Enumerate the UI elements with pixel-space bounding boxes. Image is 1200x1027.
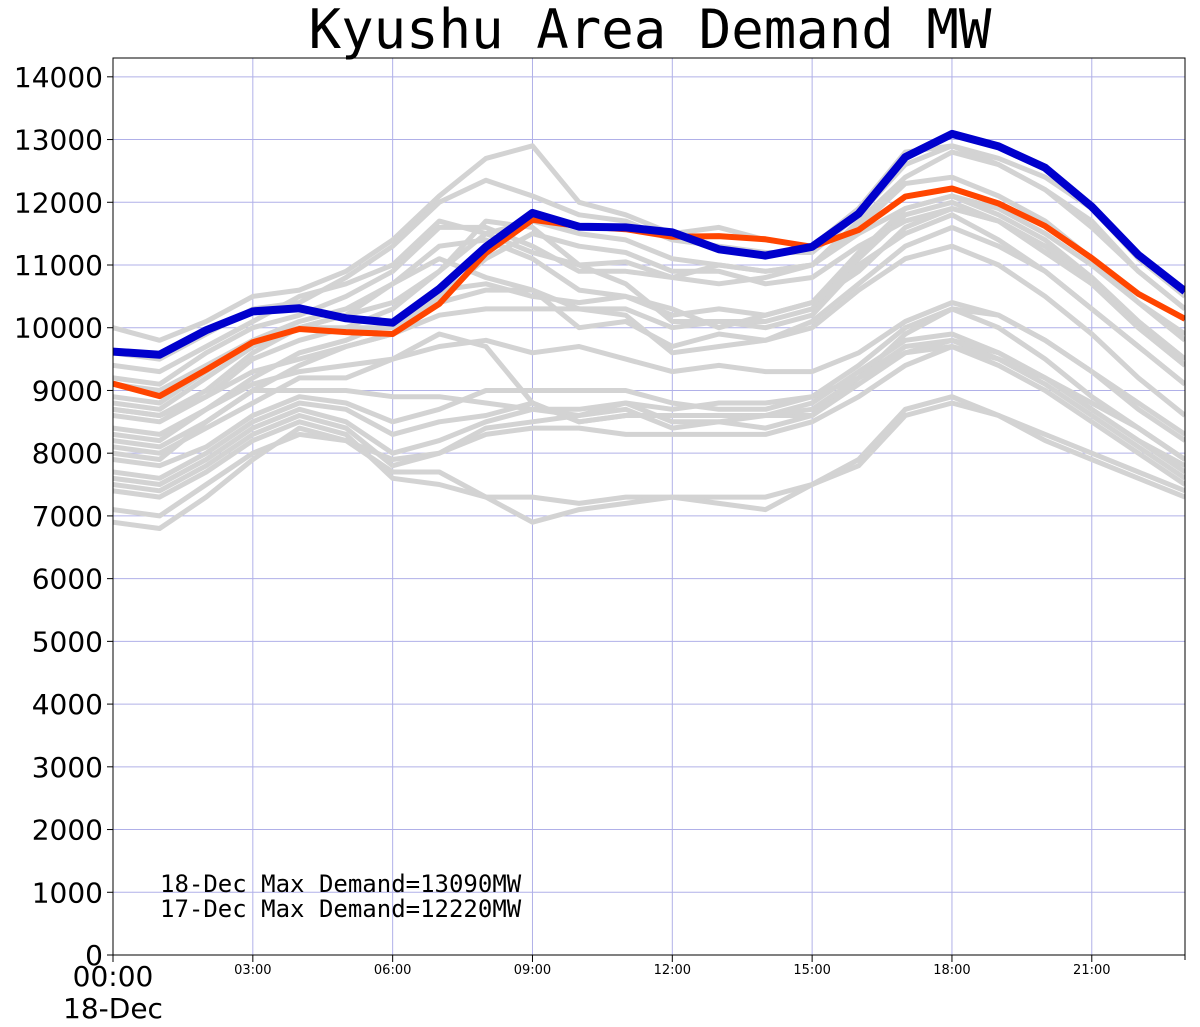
annotation-yesterday-max: 17-Dec Max Demand=12220MW bbox=[160, 895, 522, 923]
y-tick-label: 10000 bbox=[14, 312, 103, 345]
y-axis: 0 1000 2000 3000 4000 5000 6000 7000 8000 9000 100… bbox=[14, 61, 113, 972]
today-series-line bbox=[113, 129, 1185, 359]
y-tick-label: 4000 bbox=[32, 688, 103, 721]
x-tick-date-label: 18-Dec bbox=[63, 992, 163, 1025]
history-series-line bbox=[113, 344, 1185, 531]
chart-title: Kyushu Area Demand MW bbox=[309, 0, 992, 61]
history-series-line bbox=[113, 344, 1185, 494]
grid bbox=[113, 58, 1185, 956]
main-lines bbox=[113, 129, 1185, 400]
y-tick-label: 12000 bbox=[14, 186, 103, 219]
history-series-line bbox=[113, 174, 1185, 375]
history-series-line bbox=[113, 206, 1185, 418]
history-lines bbox=[113, 143, 1185, 531]
plot-frame bbox=[112, 57, 1186, 956]
y-tick-label: 1000 bbox=[32, 876, 103, 909]
y-tick-label: 2000 bbox=[32, 814, 103, 847]
annotation-today-max: 18-Dec Max Demand=13090MW bbox=[160, 870, 522, 898]
x-tick-label: 12:00 bbox=[654, 963, 691, 978]
history-series-line bbox=[113, 300, 1185, 437]
history-series-line bbox=[113, 212, 1185, 425]
x-tick-label: 03:00 bbox=[234, 963, 271, 978]
y-tick-label: 7000 bbox=[32, 500, 103, 533]
x-tick-label: 09:00 bbox=[514, 963, 551, 978]
y-tick-label: 13000 bbox=[14, 124, 103, 157]
history-series-line bbox=[113, 243, 1185, 462]
x-tick-label: 06:00 bbox=[374, 963, 411, 978]
history-series-line bbox=[113, 143, 1185, 343]
y-tick-label: 5000 bbox=[32, 625, 103, 658]
history-series-line bbox=[113, 149, 1185, 387]
y-tick-label: 9000 bbox=[32, 374, 103, 407]
history-series-line bbox=[113, 337, 1185, 468]
history-series-line bbox=[113, 400, 1185, 525]
y-tick-label: 0 bbox=[85, 939, 103, 972]
x-tick-label: 15:00 bbox=[793, 963, 830, 978]
history-series-line bbox=[113, 306, 1185, 469]
y-tick-label: 3000 bbox=[32, 751, 103, 784]
y-tick-label: 11000 bbox=[14, 249, 103, 282]
x-tick-label: 21:00 bbox=[1073, 963, 1110, 978]
y-tick-label: 8000 bbox=[32, 437, 103, 470]
x-tick-label: 18:00 bbox=[933, 963, 970, 978]
y-tick-label: 14000 bbox=[14, 61, 103, 94]
x-tick-label: 00:00 bbox=[73, 960, 154, 993]
y-tick-label: 6000 bbox=[32, 563, 103, 596]
